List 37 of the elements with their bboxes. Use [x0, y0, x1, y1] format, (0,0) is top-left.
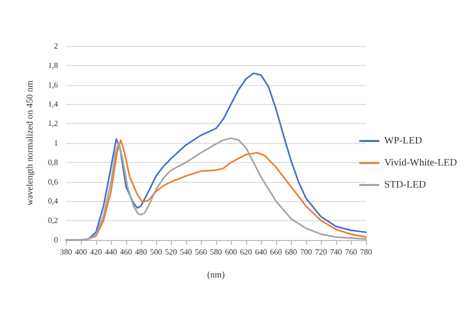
- y-tick-label: 1,4: [48, 100, 58, 109]
- y-tick-label: 2: [54, 42, 58, 50]
- x-tick-label: 460: [120, 248, 132, 256]
- y-axis-title: wavelength normalized on 450 nm: [24, 80, 34, 206]
- x-tick-label: 400: [75, 248, 87, 256]
- y-tick-label: 1,6: [48, 80, 58, 90]
- x-tick-label: 380: [60, 248, 72, 256]
- x-tick-label: 680: [285, 248, 297, 256]
- y-tick-label: 0,6: [48, 177, 58, 186]
- y-tick-label: 0,4: [48, 196, 58, 206]
- y-tick-label: 1: [54, 138, 58, 148]
- y-tick-label: 1,2: [48, 119, 58, 128]
- x-tick-label: 520: [165, 248, 177, 256]
- x-tick-label: 560: [195, 248, 207, 256]
- legend-label: STD-LED: [384, 180, 426, 190]
- x-tick-label: 700: [300, 248, 312, 256]
- y-tick-label: 0: [54, 236, 58, 244]
- x-tick-label: 600: [225, 248, 237, 256]
- x-tick-label: 620: [240, 248, 252, 256]
- legend-label: WP-LED: [384, 136, 422, 146]
- x-tick-label: 720: [315, 248, 327, 256]
- x-tick-label: 440: [105, 248, 117, 256]
- x-tick-label: 580: [210, 248, 222, 256]
- x-axis-title: (nm): [207, 270, 225, 280]
- x-tick-label: 640: [255, 248, 267, 256]
- x-tick-label: 500: [150, 248, 162, 256]
- x-tick-label: 480: [135, 248, 147, 256]
- y-tick-label: 0,8: [48, 158, 58, 167]
- x-tick-label: 660: [270, 248, 282, 256]
- x-tick-label: 740: [330, 248, 342, 256]
- y-tick-label: 0,2: [48, 216, 58, 226]
- x-tick-label: 760: [345, 248, 357, 256]
- x-tick-label: 420: [90, 248, 102, 256]
- x-tick-label: 780: [360, 248, 372, 256]
- y-tick-label: 1,8: [48, 60, 58, 70]
- legend-label: Vivid-White-LED: [384, 158, 458, 168]
- x-tick-label: 540: [180, 248, 192, 256]
